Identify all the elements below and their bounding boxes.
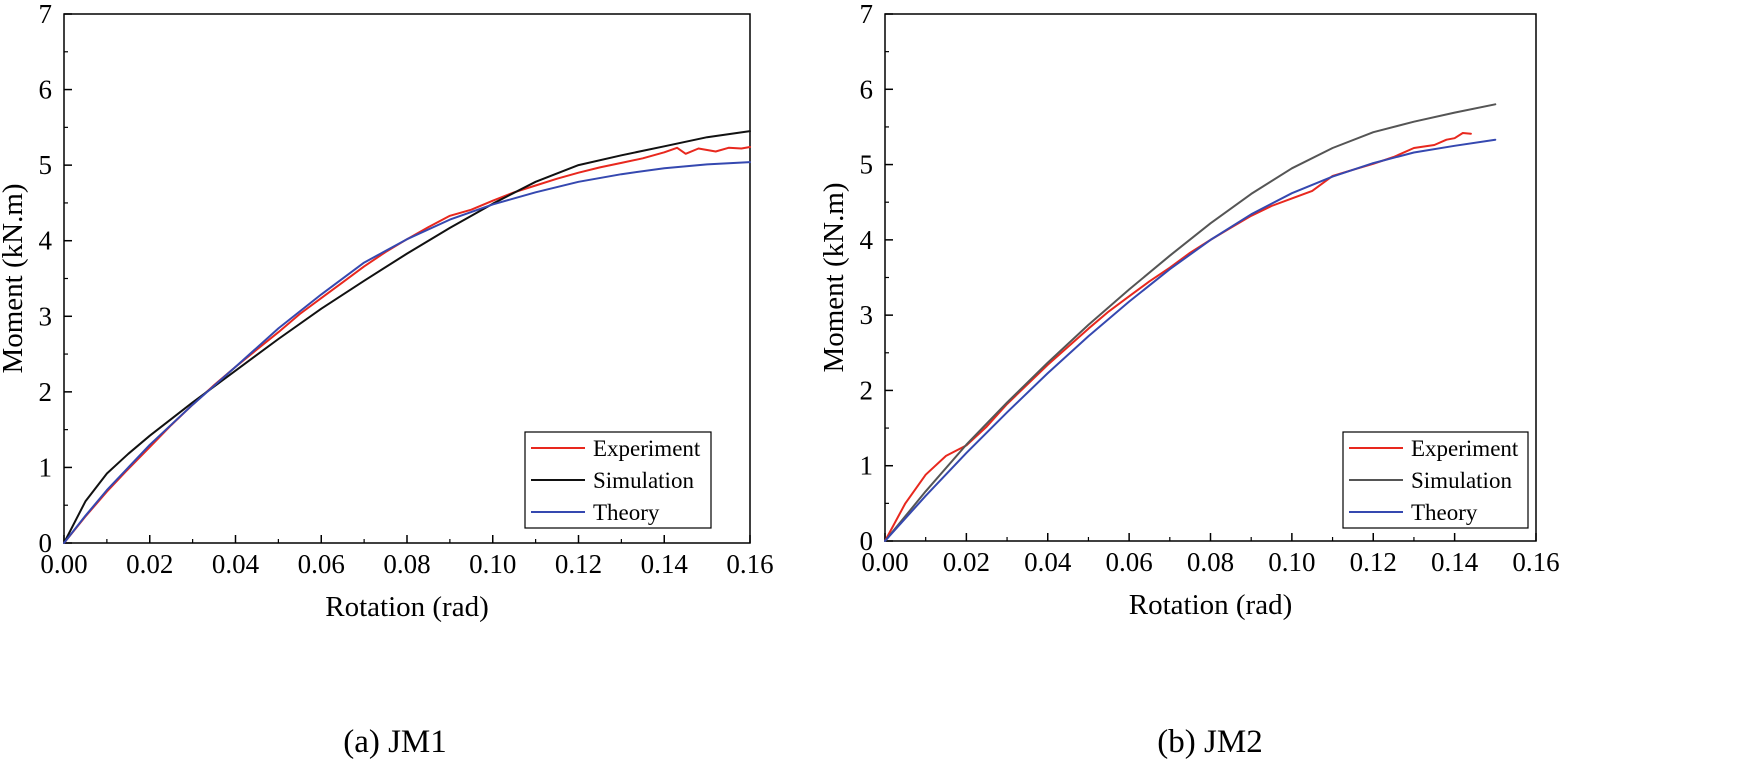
- y-tick-label: 5: [860, 150, 874, 180]
- legend-label: Experiment: [1411, 436, 1519, 461]
- y-tick-label: 4: [860, 225, 874, 255]
- x-tick-label: 0.16: [726, 549, 773, 579]
- legend-label: Simulation: [593, 468, 694, 493]
- series-line-theory: [884, 138, 1497, 542]
- y-axis-label: Moment (kN.m): [818, 182, 850, 372]
- legend-label: Experiment: [593, 436, 701, 461]
- x-tick-label: 0.16: [1512, 547, 1559, 577]
- legend-label: Simulation: [1411, 468, 1512, 493]
- x-tick-label: 0.04: [1024, 547, 1072, 577]
- y-tick-label: 6: [39, 75, 53, 105]
- chart-1: 0.00 0.02 0.04 0.06 0.08 0.10 0.12 0.14 0.16 0 1 2 3…: [0, 0, 774, 760]
- x-tick-label: 0.02: [126, 549, 173, 579]
- x-tick-label: 0.14: [1431, 547, 1479, 577]
- y-tick-label: 2: [39, 377, 53, 407]
- x-tick-label: 0.04: [212, 549, 260, 579]
- y-tick-label: 0: [860, 526, 874, 556]
- y-tick-label: 7: [39, 0, 53, 29]
- x-tick-label: 0.12: [1350, 547, 1397, 577]
- y-tick-label: 7: [860, 0, 874, 29]
- x-tick-label: 0.10: [469, 549, 516, 579]
- y-tick-label: 5: [39, 150, 53, 180]
- y-tick-label: 4: [39, 226, 53, 256]
- chart-2: 0.00 0.02 0.04 0.06 0.08 0.10 0.12 0.14 0.16 0 1 2 3…: [818, 0, 1560, 760]
- legend-label: Theory: [1411, 500, 1478, 525]
- y-tick-label: 3: [39, 301, 53, 331]
- x-tick-label: 0.06: [298, 549, 345, 579]
- x-tick-label: 0.10: [1268, 547, 1315, 577]
- figure-caption: (a) JM1: [343, 724, 447, 760]
- y-axis-label: Moment (kN.m): [0, 183, 29, 373]
- series-line-simulation: [884, 103, 1497, 542]
- x-tick-label: 0.12: [555, 549, 602, 579]
- series-line-simulation: [63, 130, 751, 544]
- x-tick-label: 0.00: [861, 547, 908, 577]
- y-tick-label: 0: [39, 528, 53, 558]
- y-tick-label: 1: [39, 452, 53, 482]
- series-line-theory: [63, 161, 751, 544]
- x-tick-label: 0.14: [641, 549, 689, 579]
- x-tick-label: 0.02: [943, 547, 990, 577]
- x-axis-label: Rotation (rad): [325, 591, 488, 623]
- legend-label: Theory: [593, 500, 660, 525]
- x-tick-label: 0.08: [1187, 547, 1234, 577]
- y-tick-label: 6: [860, 74, 874, 104]
- y-tick-label: 3: [860, 300, 874, 330]
- legend: Experiment Simulation Theory: [524, 431, 712, 529]
- legend: Experiment Simulation Theory: [1342, 431, 1529, 529]
- x-axis-label: Rotation (rad): [1129, 589, 1292, 621]
- x-tick-label: 0.08: [383, 549, 430, 579]
- x-tick-label: 0.06: [1106, 547, 1153, 577]
- y-tick-label: 2: [860, 375, 874, 405]
- figure-caption: (b) JM2: [1157, 724, 1262, 760]
- x-tick-label: 0.00: [40, 549, 87, 579]
- y-tick-label: 1: [860, 451, 874, 481]
